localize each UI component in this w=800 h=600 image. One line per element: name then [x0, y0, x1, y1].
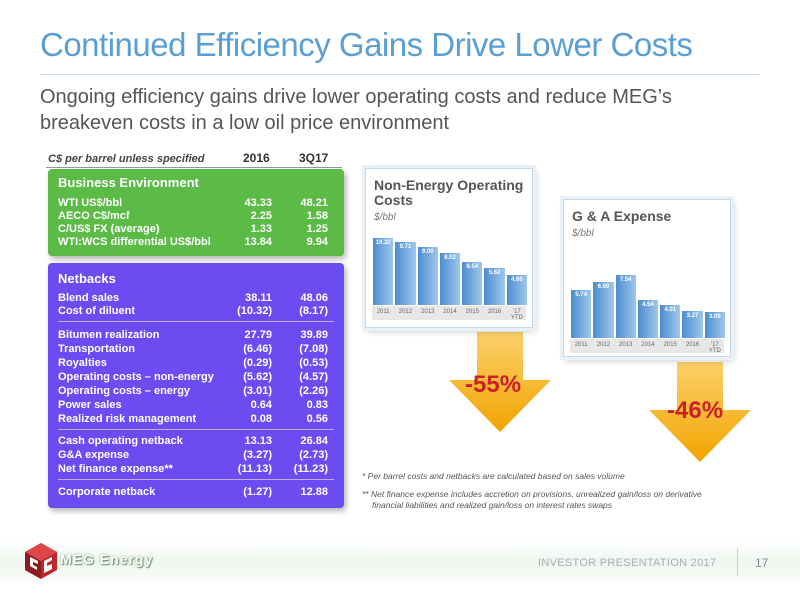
bar: 9.00 [417, 246, 438, 305]
bar-value-label: 4.66 [511, 276, 523, 283]
bar: 6.54 [462, 262, 483, 305]
table-row: Net finance expense** (11.13) (11.23) [58, 463, 328, 475]
x-tick-label: 2013 [619, 342, 633, 348]
bar: 8.02 [439, 252, 461, 305]
chart-unit: $/bbl [572, 228, 594, 239]
bar-value-label: 9.00 [421, 248, 434, 255]
table-row: Corporate netback (1.27) 12.88 [58, 486, 328, 498]
chart-title: Non-Energy Operating Costs [374, 177, 524, 208]
x-axis: 2011 2012 2013 2014 2015 2016 '17 YTD [570, 339, 724, 354]
x-tick-label: 2012 [398, 309, 413, 315]
bar: 4.66 [506, 274, 527, 305]
bar: 9.71 [395, 241, 416, 305]
bar: 3.09 [704, 312, 725, 338]
table-row: C/US$ FX (average) 1.33 1.25 [58, 223, 328, 235]
bar-value-label: 4.54 [642, 302, 654, 309]
table-row: Bitumen realization 27.79 39.89 [58, 329, 328, 341]
bar: 7.54 [615, 275, 636, 338]
business-environment-title: Business Environment [58, 175, 199, 190]
decrease-arrow-icon [649, 362, 751, 462]
header-divider [46, 167, 342, 168]
netbacks-title: Netbacks [58, 271, 116, 286]
table-row: WTI:WCS differential US$/bbl 13.84 9.94 [58, 236, 328, 248]
bar-value-label: 4.01 [664, 306, 677, 313]
bar-value-label: 7.54 [619, 277, 632, 284]
column-header-3q17: 3Q17 [299, 151, 329, 165]
chart-title: G & A Expense [572, 208, 672, 224]
slide-subtitle: Ongoing efficiency gains drive lower ope… [40, 86, 672, 134]
table-row: Blend sales 38.11 48.06 [58, 292, 328, 304]
meg-logo-icon [25, 543, 57, 579]
x-tick-label: 2015 [663, 342, 677, 348]
table-row: G&A expense (3.27) (2.73) [58, 449, 328, 461]
chart-unit: $/bbl [374, 212, 396, 223]
footer-band [0, 540, 800, 586]
x-axis: 2011 2012 2013 2014 2015 2016 '17 YTD [372, 306, 526, 321]
bar-value-label: 6.69 [597, 284, 610, 291]
x-tick-label: 2016 [487, 309, 502, 315]
x-tick-label: 2011 [574, 342, 588, 348]
unit-note: C$ per barrel unless specified [48, 153, 205, 165]
x-tick-label: 2014 [641, 342, 655, 348]
business-environment-panel: Business Environment WTI US$/bbl 43.33 48.… [48, 169, 344, 256]
netbacks-panel: Netbacks Blend sales 38.11 48.06 Cost of d… [48, 263, 344, 508]
bar-value-label: 10.32 [375, 239, 391, 246]
table-row: Operating costs – energy (3.01) (2.26) [58, 385, 328, 397]
x-tick-label: 2014 [443, 309, 457, 315]
bar: 4.01 [660, 304, 681, 338]
table-row: WTI US$/bbl 43.33 48.21 [58, 197, 328, 209]
bar: 5.74 [571, 290, 592, 338]
decrease-arrow-icon [449, 332, 551, 432]
bar-value-label: 5.74 [575, 292, 587, 299]
x-tick-label: 2013 [421, 309, 435, 315]
bar: 10.32 [373, 237, 394, 305]
footnote-finance-expense: ** Net finance expense includes accretio… [362, 489, 702, 499]
netbacks-divider [58, 321, 334, 322]
x-tick-label: 2015 [465, 309, 479, 315]
non-energy-operating-costs-chart: Non-Energy Operating Costs $/bbl 2011 201… [365, 168, 533, 328]
bar: 6.69 [593, 282, 614, 338]
title-divider [40, 74, 760, 75]
table-row: Cost of diluent (10.32) (8.17) [58, 305, 328, 317]
x-tick-label: 2011 [376, 309, 390, 315]
bar-value-label: 5.62 [488, 270, 501, 277]
netbacks-divider [58, 479, 334, 480]
bar-value-label: 9.71 [399, 243, 412, 250]
table-row: Royalties (0.29) (0.53) [58, 357, 328, 369]
ga-change-label: -46% [667, 397, 724, 424]
company-logo-text: MEG Energy [60, 551, 154, 567]
table-row: Cash operating netback 13.13 26.84 [58, 435, 328, 447]
bar: 3.27 [682, 310, 703, 338]
x-tick-label: 2016 [685, 342, 700, 348]
bar-value-label: 3.27 [686, 312, 699, 319]
bar-chart-area: 2011 2012 2013 2014 2015 2016 '17 YTD 10.32 9.71… [366, 169, 532, 327]
table-row: Power sales 0.64 0.83 [58, 399, 328, 411]
slide-title: Continued Efficiency Gains Drive Lower C… [40, 26, 693, 63]
column-header-2016: 2016 [243, 151, 270, 165]
bar: 4.54 [637, 300, 659, 338]
bar: 5.62 [484, 268, 505, 305]
ga-expense-chart: G & A Expense $/bbl 2011 2012 2013 2014 2015… [563, 199, 731, 357]
table-row: Operating costs – non-energy (5.62) (4.57) [58, 371, 328, 383]
bar-value-label: 3.09 [709, 314, 721, 321]
table-row: Realized risk management 0.08 0.56 [58, 413, 328, 425]
bar-value-label: 6.54 [466, 264, 479, 271]
non-energy-change-label: -55% [465, 371, 522, 398]
footer-label: INVESTOR PRESENTATION 2017 [538, 557, 717, 569]
x-tick-label: '17 YTD [510, 309, 523, 321]
netbacks-divider [58, 429, 334, 430]
page-number: 17 [755, 556, 769, 570]
x-tick-label: 2012 [596, 342, 611, 348]
x-tick-label: '17 YTD [708, 342, 721, 354]
table-row: Transportation (6.46) (7.08) [58, 343, 328, 355]
footnote-finance-expense-cont: financial liabilities and realized gain/… [372, 500, 613, 510]
footer-divider [737, 548, 738, 576]
table-row: AECO C$/mcf 2.25 1.58 [58, 210, 328, 222]
bar-chart-area: 2011 2012 2013 2014 2015 2016 '17 YTD 5.74 6.69 7… [564, 200, 730, 356]
bar-value-label: 8.02 [444, 254, 456, 261]
footnote-per-barrel: * Per barrel costs and netbacks are calc… [362, 471, 625, 481]
